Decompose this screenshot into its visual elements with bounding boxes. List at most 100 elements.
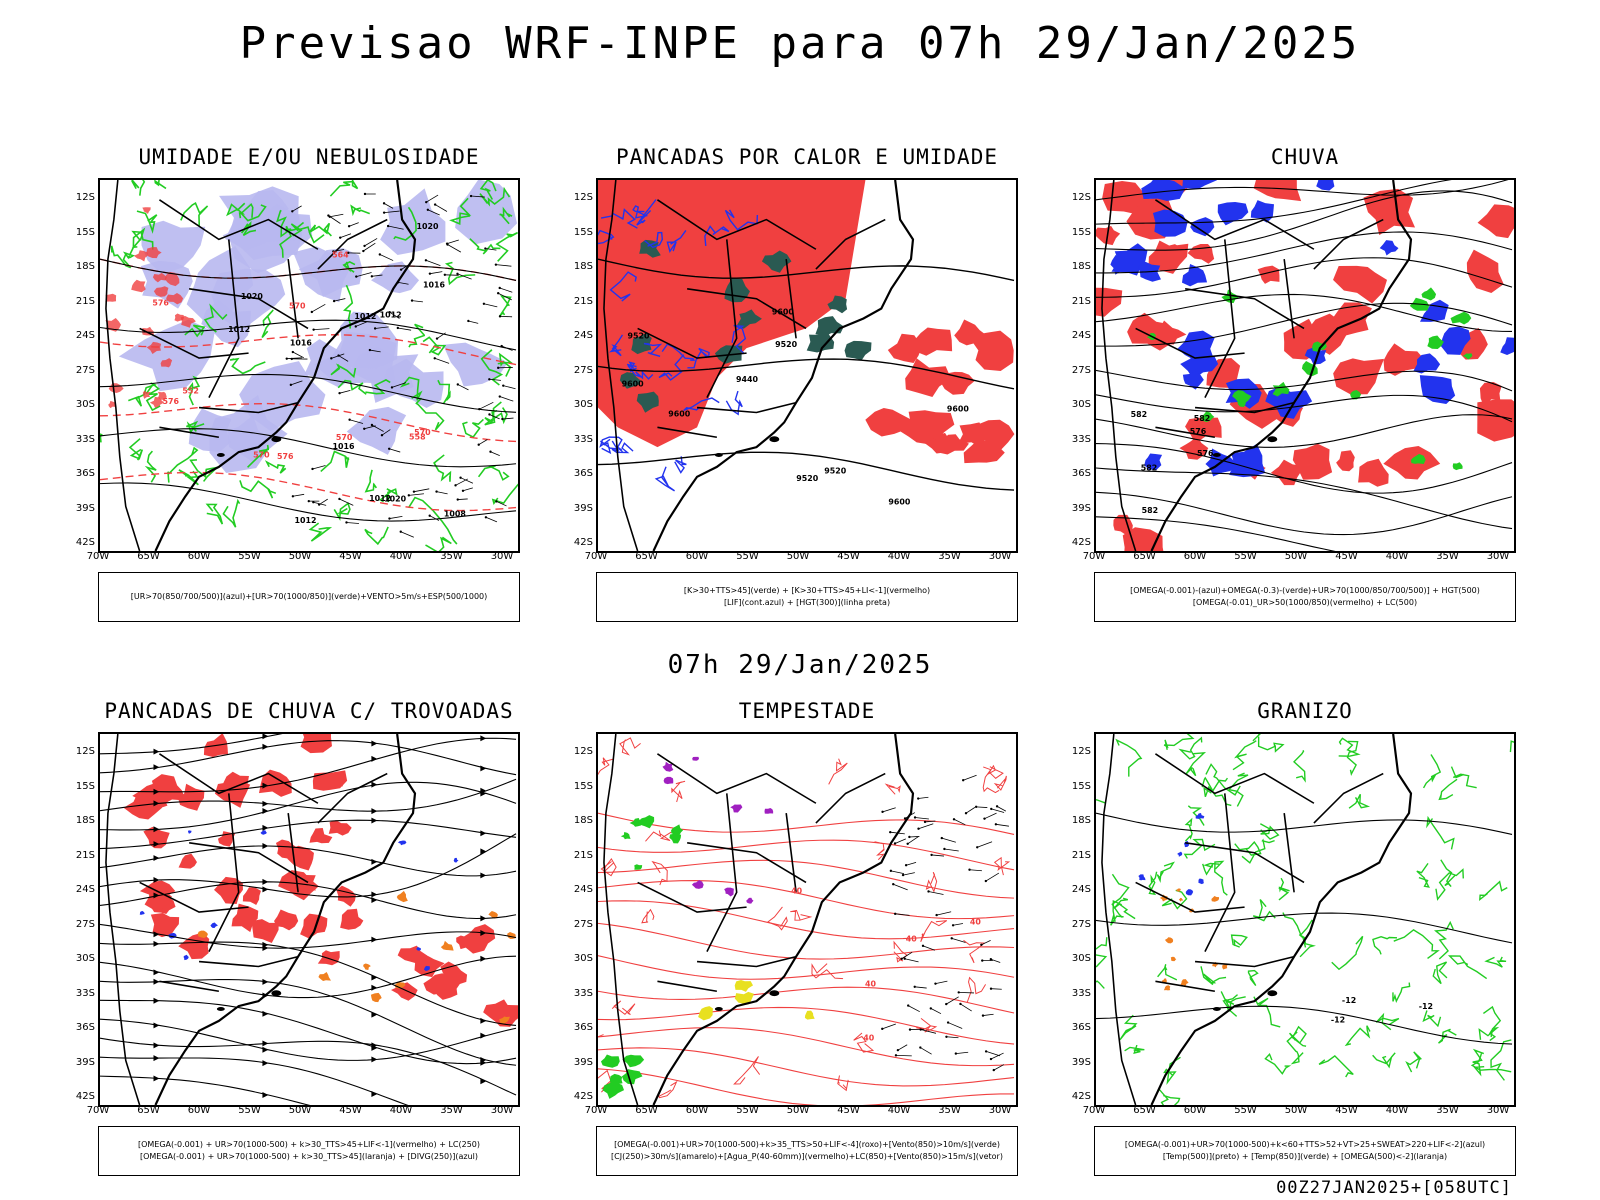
wind-vector-head <box>984 1050 988 1053</box>
humidity-low-level-line <box>186 420 205 435</box>
coastline <box>652 734 915 1105</box>
humidity-low-level-line <box>399 376 423 401</box>
latitude-tick: 27S <box>573 364 593 376</box>
humidity-mid-level-patch <box>141 220 206 275</box>
water-vapor-detail <box>598 737 1011 1099</box>
temp-850-line <box>1375 1012 1400 1031</box>
wind-vector <box>895 913 910 916</box>
streamlines-250-line <box>100 1037 517 1096</box>
state-border <box>189 842 309 884</box>
rain-blue-patch <box>1304 347 1327 365</box>
thunder-red-patch <box>242 887 261 905</box>
wind-vector <box>434 357 450 364</box>
wind-vector <box>935 980 948 985</box>
hail-blue-patch <box>1195 812 1205 819</box>
latitude-tick: 39S <box>573 502 593 514</box>
hgt500-line <box>1096 180 1509 201</box>
humidity-low-level-line <box>479 186 511 207</box>
latitude-tick: 24S <box>1071 330 1091 341</box>
state-border <box>1155 980 1215 993</box>
hail-blue <box>1138 812 1205 896</box>
storm-purple-patch <box>662 761 674 772</box>
rain-red-patch <box>1358 458 1389 487</box>
instability-green-patch <box>815 316 844 337</box>
wind-vector-head <box>363 192 367 196</box>
state-border <box>139 327 249 359</box>
state-border <box>189 288 309 330</box>
wind-vector <box>489 414 500 420</box>
state-border <box>198 401 299 414</box>
humidity-low-level-line <box>131 180 146 196</box>
wind-850-south-patch <box>600 1054 620 1068</box>
flow-arrow <box>153 826 160 833</box>
humidity-low-level-line <box>499 295 512 317</box>
temp-850-line <box>1289 1025 1307 1047</box>
wind-vector-head <box>921 944 925 948</box>
omega-500-patch <box>1164 937 1174 944</box>
legend-line: [OMEGA(-0.001)+UR>70(1000-500)+k>35_TTS>… <box>614 1140 1000 1149</box>
longitude-tick: 60W <box>685 1105 709 1116</box>
rain-red-patch <box>1253 180 1302 202</box>
wind-vector-head <box>488 413 491 416</box>
wind-vector <box>977 841 993 848</box>
contour-label: 1016 <box>290 339 313 348</box>
streamlines-250-line <box>100 737 517 793</box>
rain-red-patch <box>1336 450 1355 472</box>
lifted-index-line <box>704 225 730 247</box>
latitude-tick: 15S <box>573 226 593 238</box>
state-border <box>159 426 219 439</box>
longitude-tick: 50W <box>1284 1105 1308 1116</box>
wind-vector <box>928 891 944 895</box>
longitude-tick: 50W <box>786 1105 810 1116</box>
thunder-orange-patch <box>499 1016 510 1024</box>
thickness-marks-patch <box>153 286 169 297</box>
lifted-index-line <box>599 440 624 455</box>
thunder-ocean-patch <box>460 924 496 954</box>
wind-vector-head <box>881 1027 884 1031</box>
humidity-low-level-line <box>495 231 518 262</box>
wind-vector <box>485 516 498 523</box>
wind-vector-head <box>484 516 488 519</box>
water-vapor-detail-line <box>884 783 901 795</box>
thickness-marks-patch <box>152 272 167 283</box>
longitude-tick: 60W <box>1183 1105 1207 1116</box>
flow-arrow <box>262 1010 269 1017</box>
legend-line: [LIF](cont.azul) + [HGT(300)](linha pret… <box>723 598 891 607</box>
thunder-red-patch <box>144 885 173 910</box>
wind-vector-head <box>347 225 351 228</box>
flow-arrow <box>153 855 160 862</box>
wind-vector <box>890 870 905 874</box>
flow-arrow <box>153 969 160 976</box>
wind-vector-head <box>354 325 357 328</box>
panel-legend: [OMEGA(-0.001) + UR>70(1000-500) + k>30_… <box>98 1126 520 1176</box>
thunder-red-patch <box>178 932 210 960</box>
wind-vector <box>478 439 488 446</box>
longitude-tick: 35W <box>1436 1105 1459 1116</box>
wind-vector-head <box>363 427 366 430</box>
jet-250-patch <box>734 991 754 1005</box>
humidity-low-level-line <box>261 309 274 339</box>
wind-vector <box>908 1005 920 1013</box>
temp-850-line <box>1253 996 1281 1028</box>
omega-500-patch <box>1178 897 1183 902</box>
contour-label: 576 <box>1197 449 1214 458</box>
thickness-marks-patch <box>157 391 167 400</box>
streamlines-250-line <box>100 819 517 850</box>
state-border <box>637 327 747 359</box>
wind-vector-head <box>498 395 501 398</box>
wind-vector-head <box>989 1057 993 1061</box>
humidity-low-level-line <box>425 536 452 551</box>
wind-vector-head <box>908 835 911 839</box>
streamlines-250-line <box>100 833 517 898</box>
temp-500 <box>1096 812 1513 1045</box>
humidity-low-level-line <box>329 180 359 197</box>
temp-850-line <box>1348 793 1371 809</box>
ocean-instability-patch <box>957 422 991 447</box>
rain-green-patch <box>1231 390 1252 404</box>
lifted-index-line <box>636 199 657 226</box>
wind-vector-head <box>380 434 384 437</box>
wind-vector <box>429 515 440 521</box>
rain-green-patch <box>1237 398 1247 408</box>
latitude-tick: 30S <box>1071 399 1091 410</box>
panel-legend: [OMEGA(-0.001)+UR>70(1000-500)+k>35_TTS>… <box>596 1126 1018 1176</box>
